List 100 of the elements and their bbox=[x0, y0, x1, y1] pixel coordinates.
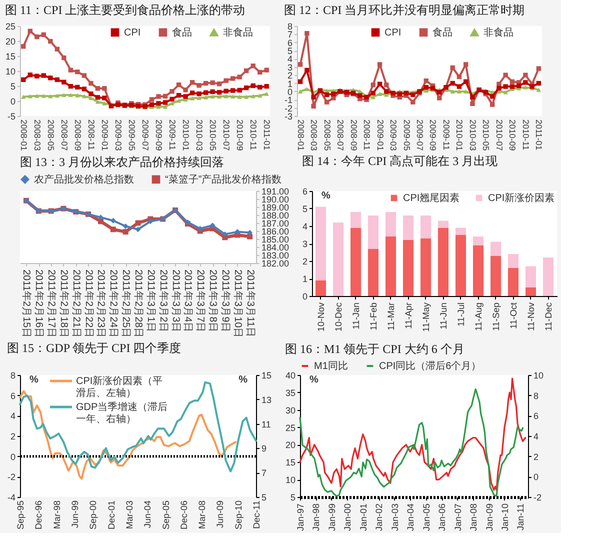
x-tick-label: Jan-07 bbox=[452, 504, 463, 532]
y-tick-label: -5 bbox=[7, 112, 16, 122]
y-tick-label: 7 bbox=[287, 30, 292, 40]
x-tick-label: 2009-03 bbox=[113, 120, 124, 151]
x-tick-label: 2010-11 bbox=[520, 120, 531, 150]
chart-title: 图 12：CPI 当月环比并没有明显偏离正常时期 bbox=[284, 3, 525, 17]
x-tick-label: 11-Aug bbox=[473, 302, 484, 331]
y2-tick-label: 187.00 bbox=[262, 218, 290, 228]
y2-tick-label: 4 bbox=[534, 432, 539, 442]
y-tick-label: 6 bbox=[10, 390, 16, 401]
x-tick-label: 2008-07 bbox=[336, 120, 346, 151]
y-tick-label: 8 bbox=[10, 370, 16, 380]
x-tick-label: 2011年2月24日 bbox=[108, 270, 120, 338]
chart-title: 图 14：今年 CPI 高点可能在 3 月出现 bbox=[302, 154, 498, 168]
y2-tick-label: 185.00 bbox=[262, 234, 290, 244]
x-tick-label: Dec-96 bbox=[34, 500, 44, 530]
x-tick-label: 2009-07 bbox=[415, 120, 425, 151]
y-tick-label: -3 bbox=[284, 112, 292, 122]
x-tick-label: Jan-99 bbox=[326, 504, 337, 532]
x-tick-label: 2011年2月28日 bbox=[132, 270, 144, 338]
x-tick-label: 2011年2月21日 bbox=[70, 270, 82, 338]
x-tick-label: 2011年2月22日 bbox=[82, 270, 95, 338]
y2-tick-label: -2 bbox=[534, 492, 542, 502]
chart-title: 图 15：GDP 领先于 CPI 四个季度 bbox=[7, 341, 182, 355]
y-tick-label: 2 bbox=[10, 432, 16, 442]
x-tick-label: 2009-05 bbox=[402, 120, 412, 151]
x-tick-label: Jan-05 bbox=[421, 504, 432, 532]
y-tick-label: 4 bbox=[302, 222, 308, 232]
x-tick-label: 11-May bbox=[420, 302, 431, 332]
y-tick-label: 15 bbox=[5, 52, 16, 62]
y2-tick-label: 186.00 bbox=[262, 226, 290, 236]
x-tick-label: 2011年2月25日 bbox=[120, 270, 132, 338]
x-tick-label: 2010-07 bbox=[494, 120, 504, 151]
y-tick-label: 0 bbox=[10, 452, 16, 462]
x-tick-label: Dec-06 bbox=[178, 500, 189, 530]
x-tick-label: 2010-09 bbox=[235, 120, 246, 151]
y-tick-label: 6 bbox=[287, 38, 292, 48]
legend-label: M1同比 bbox=[314, 360, 348, 372]
y-tick-label: 10 bbox=[285, 475, 296, 486]
x-tick-label: Jan-02 bbox=[374, 504, 384, 532]
x-tick-label: Dec-11 bbox=[252, 500, 262, 529]
x-tick-label: 2008-11 bbox=[362, 120, 372, 150]
y-tick-label: -4 bbox=[7, 492, 16, 502]
x-tick-label: 10-Dec bbox=[333, 302, 344, 332]
x-tick-label: 2008-05 bbox=[322, 120, 332, 151]
y-tick-label: 20 bbox=[5, 36, 16, 46]
y-tick-label: 10 bbox=[5, 66, 16, 76]
x-tick-label: 2011年2月17日 bbox=[46, 270, 58, 338]
chart-title: 图 13：3 月份以来农产品价格持续回落 bbox=[20, 155, 224, 169]
y2-tick-label: 13 bbox=[262, 394, 272, 405]
legend-label: 非食品 bbox=[223, 26, 253, 39]
legend-label: CPI同比（滞后6个月） bbox=[379, 360, 482, 372]
x-tick-label: 11-Dec bbox=[543, 302, 554, 331]
y2-tick-label: 190.00 bbox=[262, 194, 290, 204]
y-tick-label: 5 bbox=[287, 46, 292, 56]
x-tick-label: 2009-11 bbox=[168, 120, 178, 150]
y-tick-label: 0 bbox=[10, 96, 16, 106]
y2-tick-label: 10 bbox=[534, 370, 544, 380]
x-tick-label: 2011年3月8日 bbox=[207, 270, 220, 332]
y-tick-label: 3 bbox=[302, 239, 308, 249]
x-tick-label: 11-Sep bbox=[490, 302, 501, 331]
x-tick-label: Jun-99 bbox=[70, 500, 80, 528]
x-tick-label: Jan-10 bbox=[500, 504, 510, 532]
y2-tick-label: 11 bbox=[262, 419, 271, 430]
legend-label: 食品 bbox=[172, 26, 192, 38]
y-tick-label: 4 bbox=[10, 411, 16, 422]
x-tick-label: Sep-95 bbox=[16, 500, 26, 530]
chart-title: 图 16：M1 领先于 CPI 大约 6 个月 bbox=[284, 342, 464, 356]
legend-label: CPI翘尾因素 bbox=[403, 192, 460, 204]
x-tick-label: 2011年3月10日 bbox=[232, 270, 244, 338]
x-tick-label: 2009-05 bbox=[126, 120, 137, 151]
y-axis-title: % bbox=[322, 190, 330, 202]
x-tick-label: 2008-01 bbox=[18, 120, 29, 151]
legend-label: 非食品 bbox=[484, 26, 514, 39]
y2-tick-label: 6 bbox=[534, 411, 539, 422]
x-tick-label: Dec-01 bbox=[106, 500, 116, 530]
y-tick-label: 8 bbox=[287, 22, 292, 32]
x-tick-label: 2011年2月23日 bbox=[95, 270, 108, 338]
y-tick-label: 25 bbox=[5, 22, 16, 32]
x-tick-label: 11-Feb bbox=[368, 302, 378, 330]
y2-tick-label: 8 bbox=[534, 390, 539, 401]
legend-label: CPI bbox=[124, 27, 141, 38]
legend-label: 农产品批发价格总指数 bbox=[34, 173, 134, 186]
legend-label: CPI bbox=[384, 27, 402, 38]
y2-tick-label: 188.00 bbox=[262, 210, 290, 220]
y2-tick-label: 2 bbox=[534, 452, 539, 462]
x-tick-label: 11-Apr bbox=[403, 302, 414, 329]
x-tick-label: 2011年2月18日 bbox=[58, 270, 70, 338]
x-tick-label: 2011年3月1日 bbox=[144, 270, 157, 332]
x-tick-label: 2010-05 bbox=[208, 120, 218, 151]
x-tick-label: 2011年3月3日 bbox=[170, 270, 182, 332]
x-tick-label: 2010-03 bbox=[468, 120, 478, 151]
y-tick-label: 30 bbox=[285, 405, 296, 416]
x-tick-label: 2008-01 bbox=[296, 120, 306, 151]
x-tick-label: 2010-05 bbox=[481, 120, 492, 151]
y-tick-label: -1 bbox=[284, 95, 292, 106]
y-tick-label: 5 bbox=[290, 492, 296, 502]
x-tick-label: 2010-11 bbox=[248, 120, 259, 150]
x-tick-label: 2011年2月15日 bbox=[20, 270, 33, 338]
x-tick-label: 2011年3月7日 bbox=[194, 270, 207, 332]
